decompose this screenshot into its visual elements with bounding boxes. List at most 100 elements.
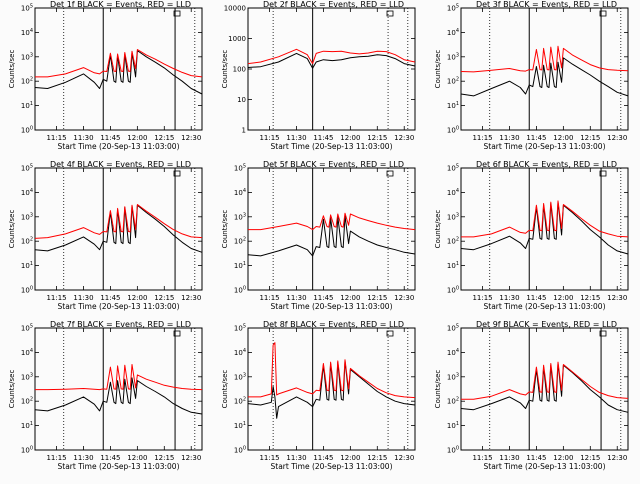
x-axis-label: Start Time (20-Sep-13 11:03:00): [271, 142, 393, 151]
x-tick-label: 11:30: [499, 294, 519, 302]
y-axis-label: Counts/sec: [8, 210, 16, 249]
x-axis-label: Start Time (20-Sep-13 11:03:00): [484, 142, 606, 151]
chart-panel-4: 11:15 11:30 11:45 12:00 12:15 12:30 100 101 102 1…: [8, 160, 203, 311]
chart-panel-5: 11:15 11:30 11:45 12:00 12:15 12:30 100 101 102 1…: [221, 160, 416, 311]
y-tick-label: 103: [234, 212, 246, 221]
y-tick-label: 105: [447, 324, 459, 333]
x-tick-label: 11:45: [526, 134, 546, 142]
x-tick-label: 12:30: [607, 294, 627, 302]
series-line-lld: [248, 212, 416, 231]
x-tick-label: 12:00: [340, 454, 360, 462]
x-tick-label: 12:15: [154, 454, 174, 462]
chart-title: Det 9f BLACK = Events, RED = LLD: [476, 320, 617, 329]
x-tick-label: 11:15: [472, 134, 492, 142]
series-line-events: [34, 204, 203, 253]
y-tick-label: 103: [447, 212, 459, 221]
y-tick-label: 100: [233, 66, 246, 74]
x-tick-label: 11:15: [472, 454, 492, 462]
y-tick-label: 105: [234, 324, 246, 333]
x-tick-label: 11:15: [259, 454, 279, 462]
chart-title: Det 4f BLACK = Events, RED = LLD: [50, 160, 191, 169]
x-tick-label: 11:45: [100, 294, 120, 302]
x-tick-label: 11:30: [499, 454, 519, 462]
series-line-events: [247, 215, 416, 257]
y-tick-label: 102: [234, 237, 246, 246]
x-tick-label: 12:00: [127, 294, 147, 302]
y-tick-label: 102: [21, 397, 33, 406]
x-tick-label: 11:15: [259, 294, 279, 302]
corner-marker-icon: [173, 10, 181, 17]
y-tick-label: 104: [447, 28, 459, 37]
x-tick-label: 11:30: [286, 294, 306, 302]
x-tick-label: 12:00: [553, 294, 573, 302]
series-line-events: [460, 201, 629, 255]
chart-title: Det 1f BLACK = Events, RED = LLD: [50, 0, 191, 9]
y-tick-label: 10000: [224, 5, 246, 13]
chart-panel-6: 11:15 11:30 11:45 12:00 12:15 12:30 100 101 102 1…: [434, 160, 629, 311]
y-tick-label: 104: [234, 348, 246, 357]
plot-frame: [247, 167, 416, 291]
chart-panel-8: 11:15 11:30 11:45 12:00 12:15 12:30 100 101 102 1…: [221, 320, 416, 471]
series-line-events: [460, 363, 629, 413]
y-tick-label: 105: [21, 4, 33, 13]
x-tick-label: 12:30: [394, 294, 414, 302]
corner-marker-icon: [599, 170, 607, 177]
series-line-lld: [461, 361, 629, 400]
y-axis-label: Counts/sec: [434, 210, 442, 249]
y-tick-label: 105: [21, 324, 33, 333]
y-tick-label: 104: [234, 188, 246, 197]
y-tick-label: 100: [447, 126, 459, 135]
x-axis-label: Start Time (20-Sep-13 11:03:00): [271, 302, 393, 311]
chart-title: Det 5f BLACK = Events, RED = LLD: [263, 160, 404, 169]
y-tick-label: 102: [447, 397, 459, 406]
chart-panel-7: 11:15 11:30 11:45 12:00 12:15 12:30 100 101 102 1…: [8, 320, 203, 471]
x-tick-label: 12:15: [580, 454, 600, 462]
y-tick-label: 101: [21, 421, 33, 430]
y-tick-label: 103: [447, 52, 459, 61]
x-tick-label: 11:15: [259, 134, 279, 142]
y-tick-label: 105: [447, 164, 459, 173]
x-tick-label: 11:15: [46, 454, 66, 462]
y-tick-label: 104: [21, 188, 33, 197]
x-tick-label: 11:30: [73, 294, 93, 302]
y-tick-label: 103: [21, 212, 33, 221]
y-tick-label: 104: [21, 348, 33, 357]
chart-title: Det 6f BLACK = Events, RED = LLD: [476, 160, 617, 169]
chart-title: Det 2f BLACK = Events, RED = LLD: [263, 0, 404, 9]
chart-title: Det 3f BLACK = Events, RED = LLD: [476, 0, 617, 9]
y-tick-label: 103: [447, 372, 459, 381]
series-line-lld: [461, 200, 629, 238]
x-tick-label: 11:15: [472, 294, 492, 302]
x-tick-label: 11:30: [499, 134, 519, 142]
y-tick-label: 1000: [228, 35, 246, 43]
x-tick-label: 12:30: [607, 134, 627, 142]
y-tick-label: 101: [234, 421, 246, 430]
plot-frame: [460, 7, 629, 131]
corner-marker-icon: [386, 330, 394, 337]
y-tick-label: 103: [21, 372, 33, 381]
corner-marker-icon: [599, 330, 607, 337]
chart-panel-1: 11:15 11:30 11:45 12:00 12:15 12:30 100 101 102 1…: [8, 0, 203, 151]
y-tick-label: 100: [447, 286, 459, 295]
y-tick-label: 102: [234, 397, 246, 406]
y-tick-label: 103: [234, 372, 246, 381]
corner-marker-icon: [173, 330, 181, 337]
series-line-events: [34, 377, 203, 415]
x-tick-label: 11:45: [313, 454, 333, 462]
y-tick-label: 100: [234, 286, 246, 295]
x-tick-label: 12:00: [127, 134, 147, 142]
x-tick-label: 12:30: [607, 454, 627, 462]
corner-marker-icon: [386, 10, 394, 17]
y-tick-label: 100: [447, 446, 459, 455]
x-tick-label: 12:15: [154, 134, 174, 142]
x-tick-label: 12:30: [181, 294, 201, 302]
y-axis-label: Counts/sec: [8, 50, 16, 89]
x-tick-label: 11:15: [46, 294, 66, 302]
y-tick-label: 100: [21, 286, 33, 295]
y-tick-label: 105: [234, 164, 246, 173]
x-tick-label: 12:30: [181, 134, 201, 142]
y-axis-label: Counts/sec: [8, 370, 16, 409]
plot-frame: [34, 167, 203, 291]
y-tick-label: 102: [447, 77, 459, 86]
x-axis-label: Start Time (20-Sep-13 11:03:00): [58, 142, 180, 151]
